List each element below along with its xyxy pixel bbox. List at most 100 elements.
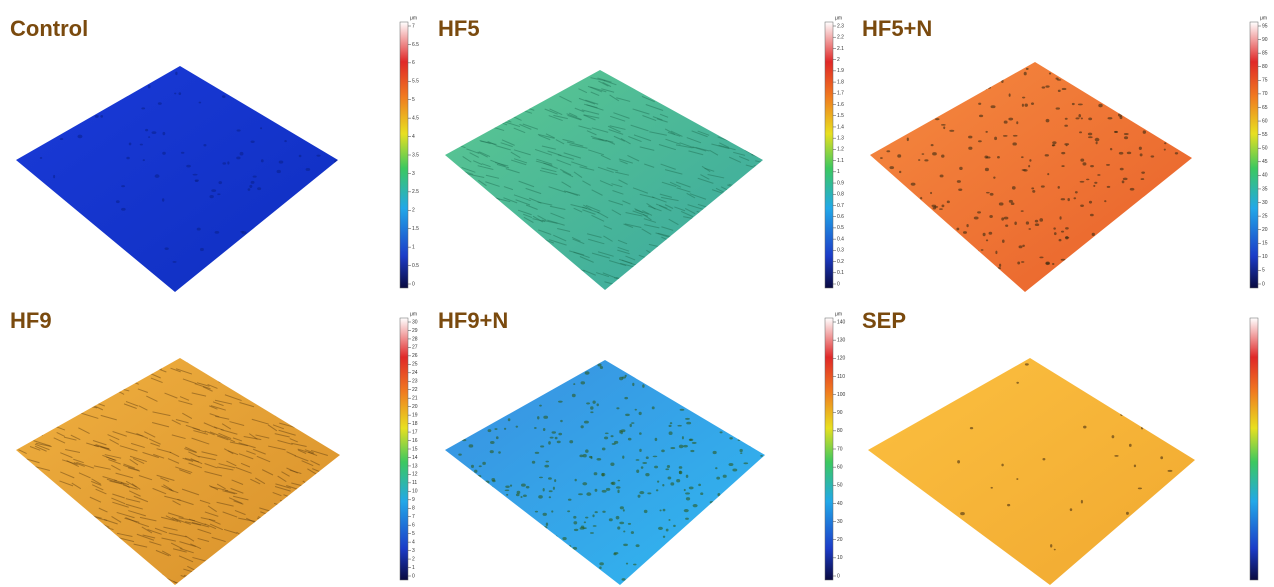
colorbar-tick-label: 80 — [837, 428, 843, 434]
surface — [870, 62, 1192, 292]
colorbar-tick-label: 50 — [837, 483, 843, 489]
colorbar-tick-label: 30 — [837, 519, 843, 525]
colorbar-tick-label: 4.5 — [412, 115, 419, 121]
colorbar-tick-label: 7 — [412, 23, 415, 29]
colorbar-unit: μm — [410, 15, 417, 21]
colorbar-tick-label: 15 — [412, 446, 418, 452]
colorbar-tick-label: 26 — [412, 353, 418, 359]
colorbar-tick-label: 5 — [1262, 268, 1265, 274]
colorbar-tick-label: 1.5 — [412, 226, 419, 232]
colorbar-tick-label: 10 — [1262, 254, 1268, 260]
colorbar-tick-label: 0.8 — [837, 192, 844, 198]
colorbar-tick-label: 18 — [412, 421, 418, 427]
panel-label: SEP — [862, 308, 906, 333]
colorbar — [825, 22, 833, 288]
surface — [16, 66, 338, 292]
colorbar-tick-label: 15 — [1262, 241, 1268, 247]
colorbar-unit: μm — [835, 311, 842, 317]
colorbar-tick-label: 0 — [837, 573, 840, 579]
panel-label: HF9+N — [438, 308, 508, 333]
colorbar-tick-label: 29 — [412, 328, 418, 334]
colorbar-tick-label: 1.7 — [837, 91, 844, 97]
colorbar-tick-label: 70 — [1262, 91, 1268, 97]
colorbar-tick-label: 130 — [837, 337, 846, 343]
colorbar-tick-label: 60 — [1262, 118, 1268, 124]
colorbar-tick-label: 4 — [412, 539, 415, 545]
colorbar-tick-label: 17 — [412, 429, 418, 435]
colorbar-tick-label: 140 — [837, 319, 846, 325]
colorbar-tick-label: 120 — [837, 356, 846, 362]
colorbar-tick-label: 0.3 — [837, 248, 844, 254]
panel: SEP — [862, 308, 1258, 585]
colorbar-tick-label: 3.5 — [412, 152, 419, 158]
colorbar-tick-label: 55 — [1262, 132, 1268, 138]
surface — [445, 360, 765, 585]
colorbar-tick-label: 2 — [412, 556, 415, 562]
surface — [16, 358, 340, 585]
colorbar-unit: μm — [835, 15, 842, 21]
colorbar-tick-label: 16 — [412, 438, 418, 444]
colorbar — [1250, 318, 1258, 580]
colorbar-unit: μm — [410, 311, 417, 317]
colorbar-tick-label: 50 — [1262, 146, 1268, 152]
colorbar-tick-label: 1 — [837, 169, 840, 175]
colorbar-tick-label: 90 — [837, 410, 843, 416]
colorbar-tick-label: 7 — [412, 514, 415, 520]
colorbar-tick-label: 5.5 — [412, 79, 419, 85]
colorbar-tick-label: 0.6 — [837, 214, 844, 220]
colorbar-tick-label: 75 — [1262, 78, 1268, 84]
colorbar-tick-label: 80 — [1262, 64, 1268, 70]
colorbar-tick-label: 1.5 — [837, 113, 844, 119]
colorbar-tick-label: 0.9 — [837, 180, 844, 186]
colorbar-tick-label: 6.5 — [412, 42, 419, 48]
colorbar-tick-label: 1.9 — [837, 68, 844, 74]
colorbar-tick-label: 1 — [412, 244, 415, 250]
colorbar-tick-label: 13 — [412, 463, 418, 469]
colorbar — [400, 22, 408, 288]
colorbar-tick-label: 1.1 — [837, 158, 844, 164]
colorbar-tick-label: 4 — [412, 134, 415, 140]
colorbar-tick-label: 100 — [837, 392, 846, 398]
colorbar-tick-label: 0.5 — [837, 225, 844, 231]
colorbar-tick-label: 22 — [412, 387, 418, 393]
colorbar-tick-label: 9 — [412, 497, 415, 503]
colorbar-tick-label: 0.1 — [837, 270, 844, 276]
colorbar-tick-label: 1.3 — [837, 136, 844, 142]
colorbar-tick-label: 35 — [1262, 186, 1268, 192]
colorbar-tick-label: 8 — [412, 506, 415, 512]
colorbar-tick-label: 65 — [1262, 105, 1268, 111]
colorbar-tick-label: 2 — [837, 57, 840, 63]
colorbar-tick-label: 85 — [1262, 50, 1268, 56]
colorbar-tick-label: 70 — [837, 446, 843, 452]
colorbar-tick-label: 24 — [412, 370, 418, 376]
colorbar-tick-label: 1.4 — [837, 124, 844, 130]
colorbar-tick-label: 2.5 — [412, 189, 419, 195]
figure: Controlμm00.511.522.533.544.555.566.57HF… — [0, 0, 1274, 587]
panel-label: HF5 — [438, 16, 480, 41]
colorbar-tick-label: 23 — [412, 379, 418, 385]
colorbar-tick-label: 60 — [837, 464, 843, 470]
colorbar-tick-label: 45 — [1262, 159, 1268, 165]
colorbar — [1250, 22, 1258, 288]
colorbar-tick-label: 0 — [412, 573, 415, 579]
colorbar-tick-label: 14 — [412, 455, 418, 461]
colorbar-tick-label: 0.4 — [837, 236, 844, 242]
colorbar-tick-label: 21 — [412, 396, 418, 402]
colorbar-tick-label: 0.2 — [837, 259, 844, 265]
colorbar-tick-label: 20 — [837, 537, 843, 543]
colorbar — [400, 318, 408, 580]
colorbar-tick-label: 0 — [412, 281, 415, 287]
panel-label: HF9 — [10, 308, 52, 333]
colorbar-tick-label: 10 — [837, 555, 843, 561]
colorbar-tick-label: 95 — [1262, 23, 1268, 29]
colorbar-tick-label: 30 — [1262, 200, 1268, 206]
colorbar-tick-label: 110 — [837, 374, 845, 380]
panel-label: HF5+N — [862, 16, 932, 41]
colorbar-unit: μm — [1260, 15, 1267, 21]
surface — [445, 70, 763, 290]
